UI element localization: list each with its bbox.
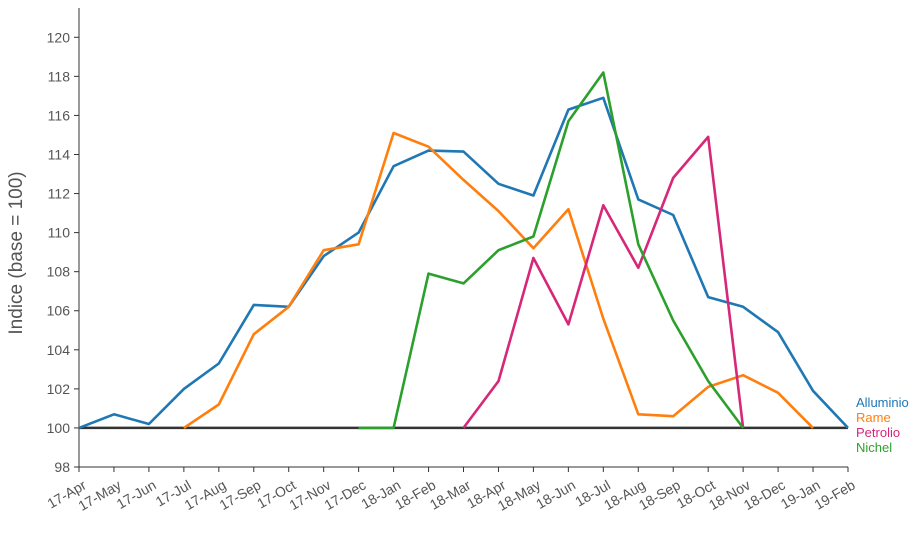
y-tick-label: 112: [48, 186, 71, 202]
y-axis-label: Indice (base = 100): [6, 171, 27, 334]
y-tick-label: 120: [47, 29, 71, 45]
series-line-nichel: [358, 71, 745, 430]
y-tick-label: 114: [48, 146, 71, 162]
x-tick-label: 17-Jun: [114, 477, 159, 512]
y-tick-label: 104: [47, 342, 71, 358]
series-line-alluminio: [78, 96, 849, 430]
series-line-petrolio: [462, 135, 745, 429]
legend-label-petrolio: Petrolio: [856, 425, 900, 440]
legend-label-nichel: Nichel: [856, 440, 892, 455]
y-tick-label: 116: [48, 107, 71, 123]
legend-label-rame: Rame: [856, 410, 891, 425]
y-tick-label: 118: [48, 68, 71, 84]
series-lines: [78, 71, 849, 430]
y-tick-label: 106: [47, 303, 71, 319]
y-tick-label: 110: [48, 225, 71, 241]
x-tick-label: 19-Feb: [811, 477, 858, 513]
y-tick-label: 108: [47, 264, 71, 280]
x-tick-label: 18-Mar: [427, 476, 474, 512]
y-tick-label: 98: [54, 459, 70, 475]
x-tick-label: 18-Jun: [533, 477, 578, 512]
series-line-rame: [183, 131, 814, 429]
legend-label-alluminio: Alluminio: [856, 395, 909, 410]
y-tick-label: 102: [47, 381, 71, 397]
y-tick-label: 100: [47, 420, 71, 436]
y-axis: 98 100 102 104 106 108 110 112 114 116 118 120: [47, 8, 80, 475]
x-axis: 17-Apr17-May17-Jun17-Jul17-Aug17-Sep17-O…: [44, 466, 858, 514]
